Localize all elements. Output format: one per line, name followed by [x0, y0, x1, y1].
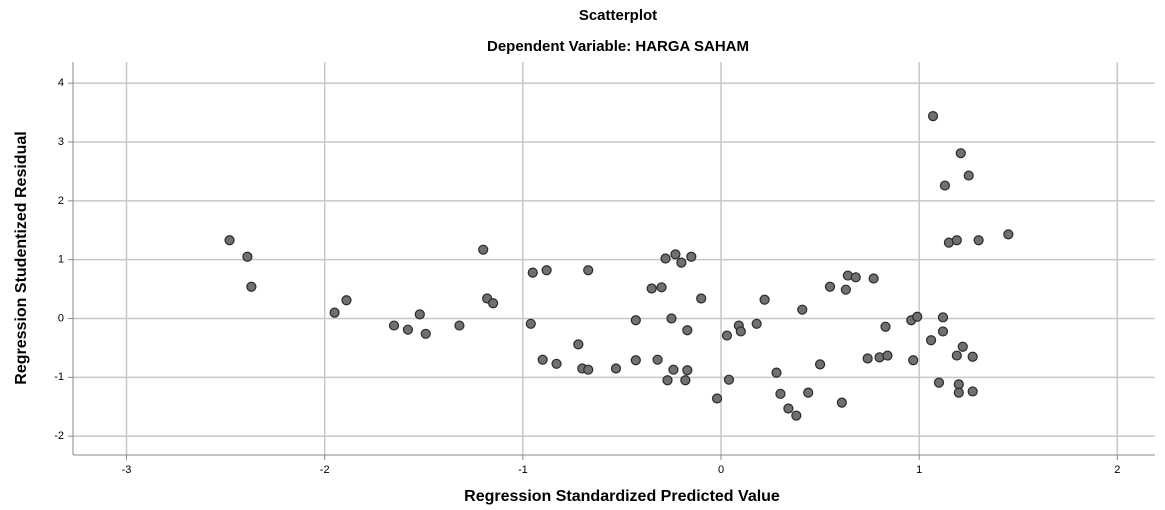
point — [925, 335, 937, 346]
point — [908, 355, 919, 366]
point — [652, 354, 663, 365]
x-tick-label: -3 — [122, 464, 132, 476]
point — [751, 318, 762, 329]
point — [670, 249, 681, 260]
y-tick-label: 4 — [58, 77, 64, 89]
point — [937, 312, 949, 323]
point — [454, 320, 465, 331]
y-tick-label: -1 — [54, 371, 64, 383]
point — [242, 251, 253, 262]
y-axis-label: Regression Studentized Residual — [13, 131, 30, 384]
x-tick-label: -2 — [320, 464, 330, 476]
point — [933, 377, 945, 388]
point — [583, 364, 594, 375]
point — [868, 273, 879, 284]
chart-title: Scatterplot — [579, 7, 657, 24]
point — [797, 304, 808, 315]
point — [341, 295, 352, 306]
point — [420, 328, 431, 339]
point — [973, 235, 984, 246]
point — [696, 293, 707, 304]
point — [660, 253, 671, 264]
point — [668, 364, 679, 375]
point — [967, 351, 978, 362]
point — [662, 375, 673, 386]
point — [630, 315, 641, 326]
point — [775, 388, 786, 399]
point — [840, 284, 851, 295]
point — [927, 111, 939, 122]
point — [963, 170, 974, 181]
point — [937, 326, 949, 337]
point — [682, 365, 693, 376]
point — [862, 353, 873, 364]
point — [666, 313, 677, 324]
point — [814, 359, 826, 370]
point — [759, 294, 770, 305]
point — [676, 257, 687, 268]
y-tick-label: 2 — [58, 195, 64, 207]
point — [583, 265, 594, 276]
point — [912, 311, 923, 322]
point — [630, 355, 641, 366]
point — [656, 282, 667, 293]
point — [735, 326, 746, 337]
point — [882, 350, 893, 361]
point — [711, 393, 723, 404]
point — [721, 330, 733, 341]
point — [686, 251, 697, 262]
point — [680, 375, 691, 386]
point — [880, 321, 891, 332]
point — [939, 180, 951, 191]
chart-subtitle: Dependent Variable: HARGA SAHAM — [487, 38, 749, 55]
point — [478, 244, 489, 255]
point — [771, 367, 782, 378]
point — [573, 339, 584, 350]
point — [836, 397, 847, 408]
point — [388, 320, 400, 331]
y-tick-label: 0 — [58, 312, 64, 324]
point — [951, 350, 962, 361]
point — [525, 318, 536, 329]
x-tick-label: -1 — [518, 464, 528, 476]
point — [527, 267, 538, 278]
point — [723, 374, 735, 385]
point — [967, 386, 978, 397]
point — [329, 307, 340, 318]
point — [953, 387, 964, 398]
point — [1003, 229, 1014, 240]
point — [850, 272, 861, 283]
point — [537, 354, 548, 365]
point — [803, 387, 814, 398]
point — [402, 324, 414, 335]
point — [783, 403, 794, 414]
point — [541, 265, 552, 276]
point — [610, 363, 622, 374]
x-tick-label: 1 — [916, 464, 922, 476]
point — [957, 341, 968, 352]
point — [791, 410, 802, 421]
point — [246, 281, 257, 292]
point — [951, 235, 962, 246]
y-tick-label: 3 — [58, 136, 64, 148]
x-tick-label: 0 — [718, 464, 724, 476]
x-tick-label: 2 — [1114, 464, 1120, 476]
point — [682, 325, 693, 336]
x-axis-label: Regression Standardized Predicted Value — [464, 488, 780, 505]
point — [224, 235, 235, 246]
point — [488, 298, 499, 309]
point — [824, 281, 836, 292]
y-tick-label: 1 — [58, 254, 64, 266]
point — [646, 283, 657, 294]
point — [414, 309, 425, 320]
y-tick-label: -2 — [54, 430, 64, 442]
point — [551, 358, 562, 369]
point — [955, 148, 966, 159]
